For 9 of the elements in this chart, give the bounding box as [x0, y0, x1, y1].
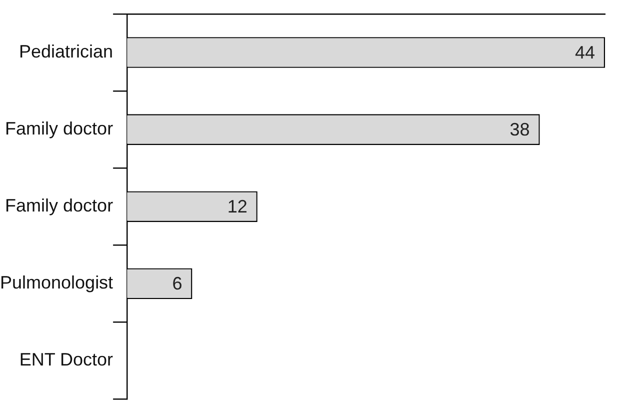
data-label: 6 — [172, 274, 182, 294]
data-label: 44 — [574, 42, 595, 62]
y-tick-label: Family doctor — [5, 118, 114, 139]
data-label: 38 — [510, 120, 530, 140]
y-tick-label: Pediatrician — [19, 41, 114, 62]
y-tick-label: Pulmonologist — [0, 272, 114, 293]
y-tick-label: Family doctor — [5, 196, 114, 216]
data-label: 12 — [227, 196, 248, 217]
y-tick-label: ENT Doctor — [19, 350, 114, 370]
